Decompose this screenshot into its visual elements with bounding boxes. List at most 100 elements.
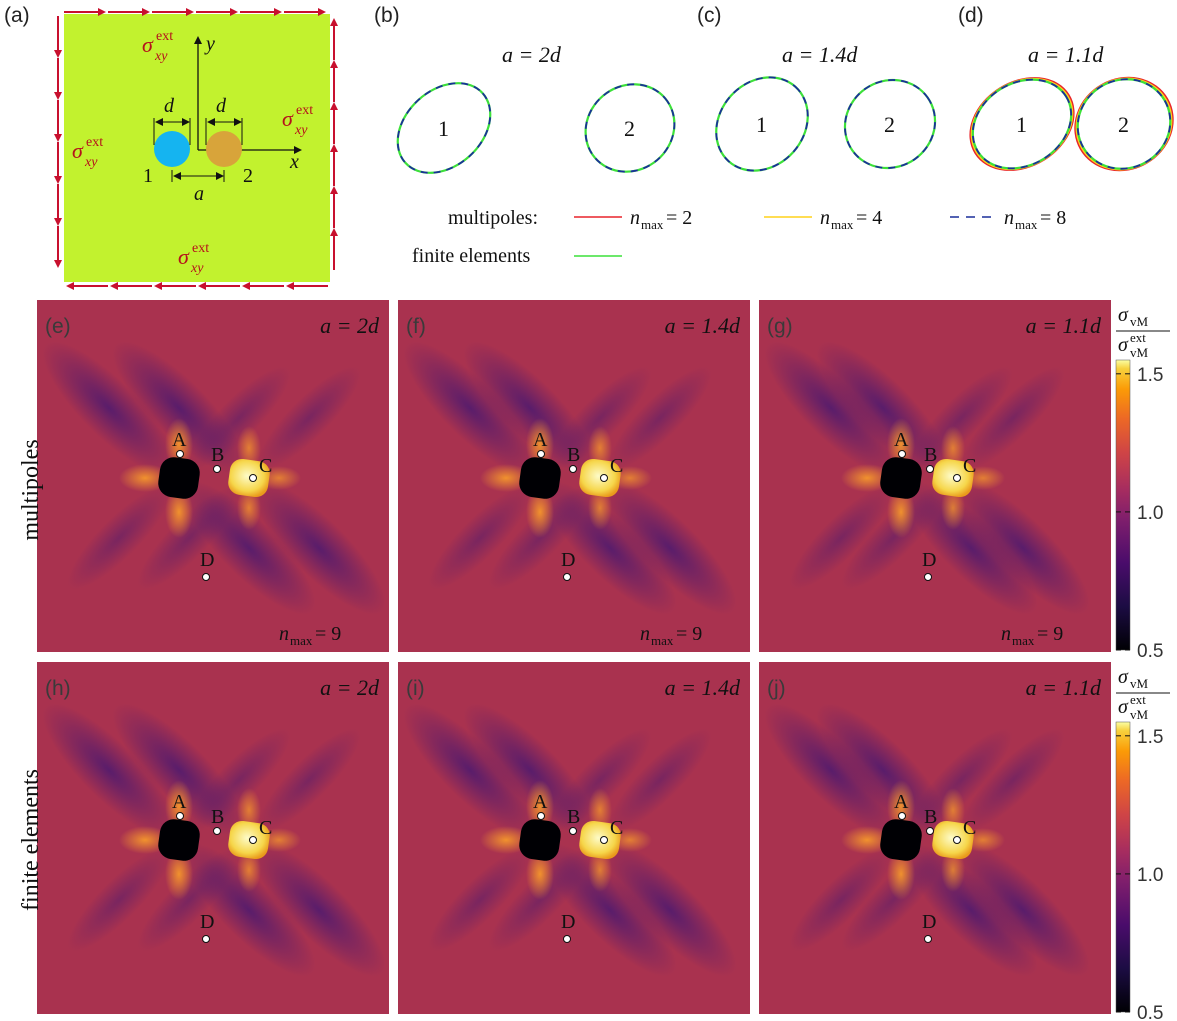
svg-text:n: n [279,623,289,645]
probe-point-label: D [922,549,936,571]
map-title: a = 1.4d [665,313,741,338]
probe-point [926,827,934,835]
svg-text:= 4: = 4 [856,207,882,229]
probe-point-label: D [200,911,214,933]
panel-label: (i) [406,677,425,700]
d-label-1: d [164,95,175,117]
probe-point [213,827,221,835]
probe-point-label: A [894,429,909,451]
panel-d: (d) a = 1.1d [958,4,1104,67]
probe-point-label: B [567,806,580,828]
panel-label: (h) [45,677,71,700]
map-title: a = 1.4d [665,675,741,700]
colorbar-label-denominator: σ [1118,696,1129,718]
svg-text:σ: σ [282,106,294,131]
nmax-label: n max = 9 [279,623,341,648]
svg-text:vM: vM [1130,707,1149,722]
colorbar-tick-label: 1.5 [1137,727,1163,748]
svg-text:= 2: = 2 [666,207,692,229]
inclusion-shape-label: 1 [1016,112,1027,137]
svg-text:xy: xy [84,155,98,170]
panel-label: (e) [45,315,71,338]
probe-point-label: C [259,455,272,477]
stress-map-panel: A B C D (h) a = 2d [37,662,389,1014]
inclusion-2 [206,131,242,167]
colorbar-gradient [1115,721,1131,1013]
nmax-label: n max = 9 [1001,623,1063,648]
x-axis-label: x [289,151,299,173]
probe-point-label: A [533,791,548,813]
panel-b: (b) a = 2d [374,4,562,67]
probe-point-label: C [963,817,976,839]
inclusion-2-label: 2 [243,165,253,187]
inclusion-outline [1074,76,1174,172]
probe-point-label: C [610,817,623,839]
svg-text:= 9: = 9 [1037,623,1063,645]
svg-text:= 9: = 9 [676,623,702,645]
probe-point [569,827,577,835]
probe-point [537,812,545,820]
probe-point [924,935,932,943]
panel-label: (g) [767,315,793,338]
colorbar-tick-label: 0.5 [1137,1003,1163,1021]
map-title: a = 1.1d [1026,675,1102,700]
inclusion-shape-label: 1 [756,112,767,137]
panel-c: (c) a = 1.4d [697,4,858,67]
svg-text:vM: vM [1130,676,1149,691]
svg-text:max: max [1012,633,1035,648]
probe-point [898,812,906,820]
panel-label-b: (b) [374,4,400,27]
map-title: a = 1.1d [1026,313,1102,338]
map-background [37,300,389,652]
inclusion-outline [715,76,809,172]
svg-text:max: max [290,633,313,648]
panel-label-d: (d) [958,4,984,27]
svg-text:max: max [651,633,674,648]
probe-point-label: A [172,791,187,813]
svg-text:n: n [1004,207,1014,229]
probe-point [202,573,210,581]
svg-text:xy: xy [154,49,168,64]
inclusion-shape-label: 2 [1118,112,1129,137]
soft-inclusion [158,819,200,861]
svg-text:xy: xy [190,261,204,276]
stress-label-right: σ xy ext [282,103,313,138]
probe-point-label: B [924,806,937,828]
colorbar-label-denominator: σ [1118,334,1129,356]
a-label: a [194,183,204,205]
probe-point-label: B [567,444,580,466]
legend-n8-text: n max = 8 [1004,207,1066,232]
stress-maps: AB CD(e) a = 2dn max = 9AB CD(f) a = 1.4dn max… [37,300,1111,1014]
svg-text:ext: ext [86,135,103,150]
probe-point [926,465,934,473]
shear-arrows [54,8,338,290]
probe-point [898,450,906,458]
probe-point [213,465,221,473]
svg-text:vM: vM [1130,314,1149,329]
svg-text:n: n [1001,623,1011,645]
soft-inclusion [519,819,561,861]
soft-inclusion [880,457,922,499]
svg-text:ext: ext [192,241,209,256]
probe-point [176,450,184,458]
inclusion-1-label: 1 [143,165,153,187]
legend-fe-label: finite elements [412,245,531,267]
stress-map-panel: AB C D (g) a = 1.1d n max = 9 [759,300,1111,652]
panel-a: (a) y x d d a 1 2 σ xy ext [4,4,338,290]
svg-text:σ: σ [142,32,154,57]
svg-text:vM: vM [1130,345,1149,360]
probe-point [953,474,961,482]
inclusion-outline [843,78,937,170]
colorbar-tick-label: 1.0 [1137,865,1163,886]
probe-point [600,836,608,844]
probe-point [924,573,932,581]
probe-point-label: B [211,806,224,828]
probe-point-label: A [894,791,909,813]
svg-text:n: n [630,207,640,229]
svg-text:ext: ext [1130,692,1146,707]
soft-inclusion [880,819,922,861]
probe-point-label: D [200,549,214,571]
inclusion-outline [969,77,1075,171]
stress-map-panel: AB C D (i) a = 1.4d [398,662,750,1014]
